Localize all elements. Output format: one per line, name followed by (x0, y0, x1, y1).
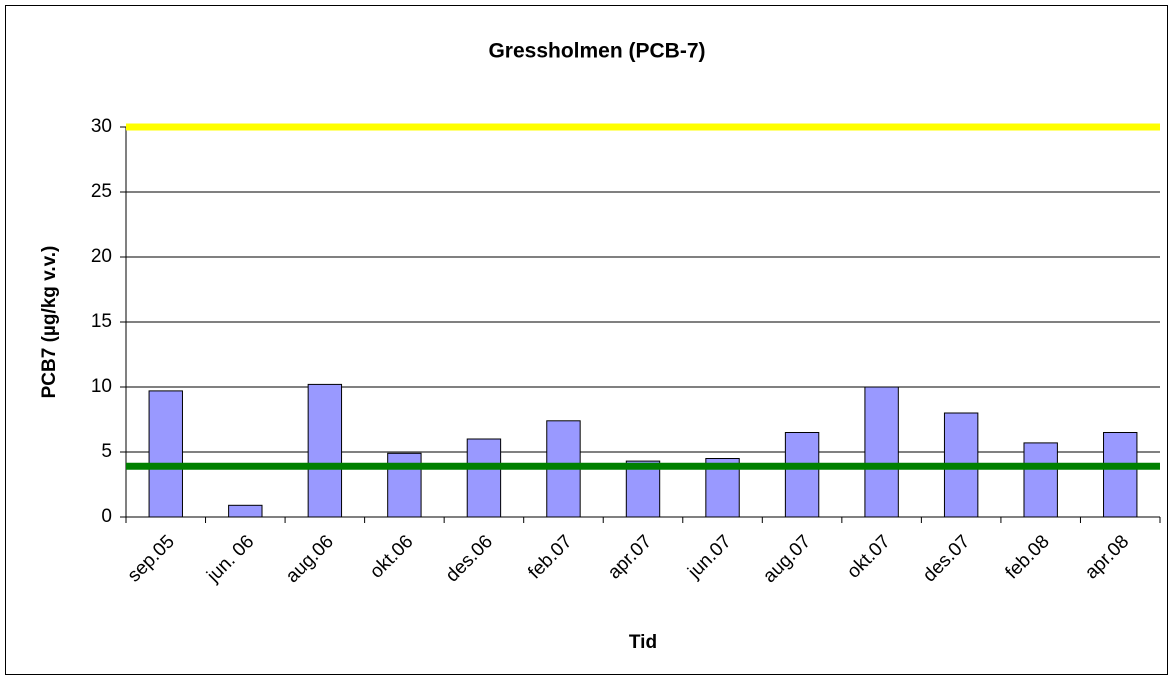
y-tick-label: 15 (91, 311, 112, 332)
y-tick-label: 5 (101, 441, 112, 462)
bar (864, 386, 899, 518)
y-tick-label: 25 (91, 181, 112, 202)
bar (307, 383, 343, 518)
bar (784, 432, 820, 518)
bar (1023, 442, 1058, 518)
bar (466, 438, 502, 518)
bar (148, 390, 183, 518)
bar (228, 504, 263, 518)
x-axis-label: Tid (629, 632, 657, 653)
chart-border (5, 5, 1168, 675)
bar (1103, 432, 1138, 518)
y-tick-label: 10 (91, 376, 112, 397)
y-axis-label: PCB7 (µg/kg v.v.) (39, 246, 60, 399)
chart-title: Gressholmen (PCB-7) (488, 40, 705, 63)
y-tick-label: 20 (91, 246, 112, 267)
bar (625, 460, 661, 518)
y-tick-label: 30 (91, 116, 112, 137)
y-tick-label: 0 (101, 506, 112, 527)
